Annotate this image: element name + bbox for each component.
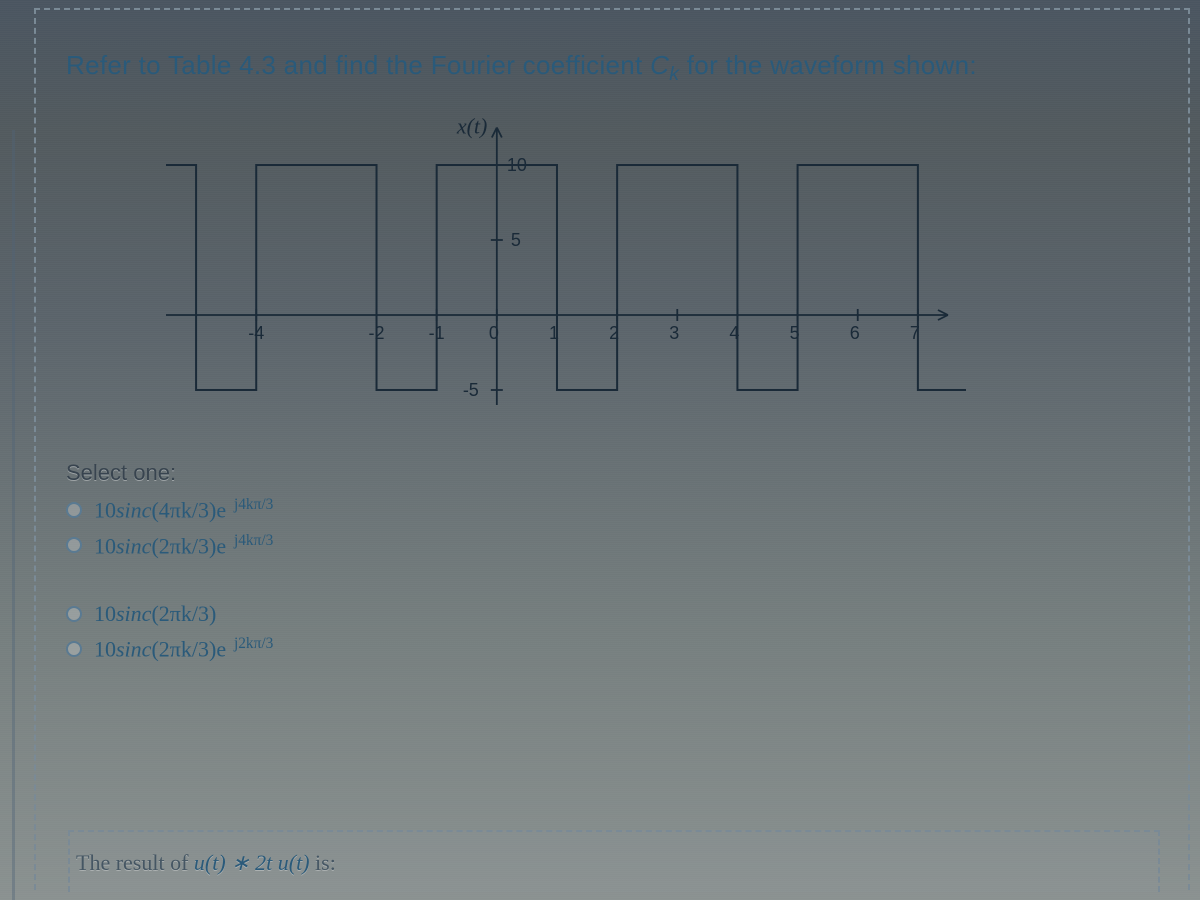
radio-icon[interactable] [66, 502, 82, 518]
svg-text:-5: -5 [463, 380, 479, 400]
svg-text:6: 6 [850, 323, 860, 343]
left-margin-line [12, 130, 15, 900]
option-formula: 10sinc(2πk/3)e j2kπ/3 [94, 635, 273, 662]
chart-svg: x(t)105-5-4-2-101234567 [156, 110, 976, 430]
question-prefix: Refer to Table 4.3 and find the Fourier … [66, 50, 650, 80]
svg-text:x(t): x(t) [456, 114, 488, 139]
radio-icon[interactable] [66, 537, 82, 553]
option-1[interactable]: 10sinc(4πk/3)e j4kπ/3 [66, 496, 1158, 523]
radio-icon[interactable] [66, 606, 82, 622]
next-question-text: The result of u(t) ∗ 2t u(t) is: [70, 832, 1158, 876]
option-4[interactable]: 10sinc(2πk/3)e j2kπ/3 [66, 635, 1158, 662]
waveform-chart: x(t)105-5-4-2-101234567 [156, 110, 976, 430]
svg-text:3: 3 [669, 323, 679, 343]
radio-icon[interactable] [66, 641, 82, 657]
question-text: Refer to Table 4.3 and find the Fourier … [66, 50, 1158, 86]
svg-text:0: 0 [489, 323, 499, 343]
option-formula: 10sinc(2πk/3)e j4kπ/3 [94, 532, 273, 559]
options-container: 10sinc(4πk/3)e j4kπ/3 10sinc(2πk/3)e j4kπ… [66, 496, 1158, 662]
question-suffix: for the waveform shown: [687, 50, 977, 80]
option-formula: 10sinc(4πk/3)e j4kπ/3 [94, 496, 273, 523]
option-formula: 10sinc(2πk/3) [94, 601, 216, 627]
ck-symbol: Ck [650, 50, 679, 80]
question-frame: Refer to Table 4.3 and find the Fourier … [34, 8, 1190, 890]
bottom-expr: u(t) ∗ 2t u(t) [194, 850, 310, 875]
option-3[interactable]: 10sinc(2πk/3) [66, 601, 1158, 627]
select-one-label: Select one: [66, 460, 1158, 486]
svg-text:5: 5 [511, 230, 521, 250]
option-gap [66, 567, 1158, 593]
option-2[interactable]: 10sinc(2πk/3)e j4kπ/3 [66, 532, 1158, 559]
next-question-box: The result of u(t) ∗ 2t u(t) is: [68, 830, 1160, 892]
